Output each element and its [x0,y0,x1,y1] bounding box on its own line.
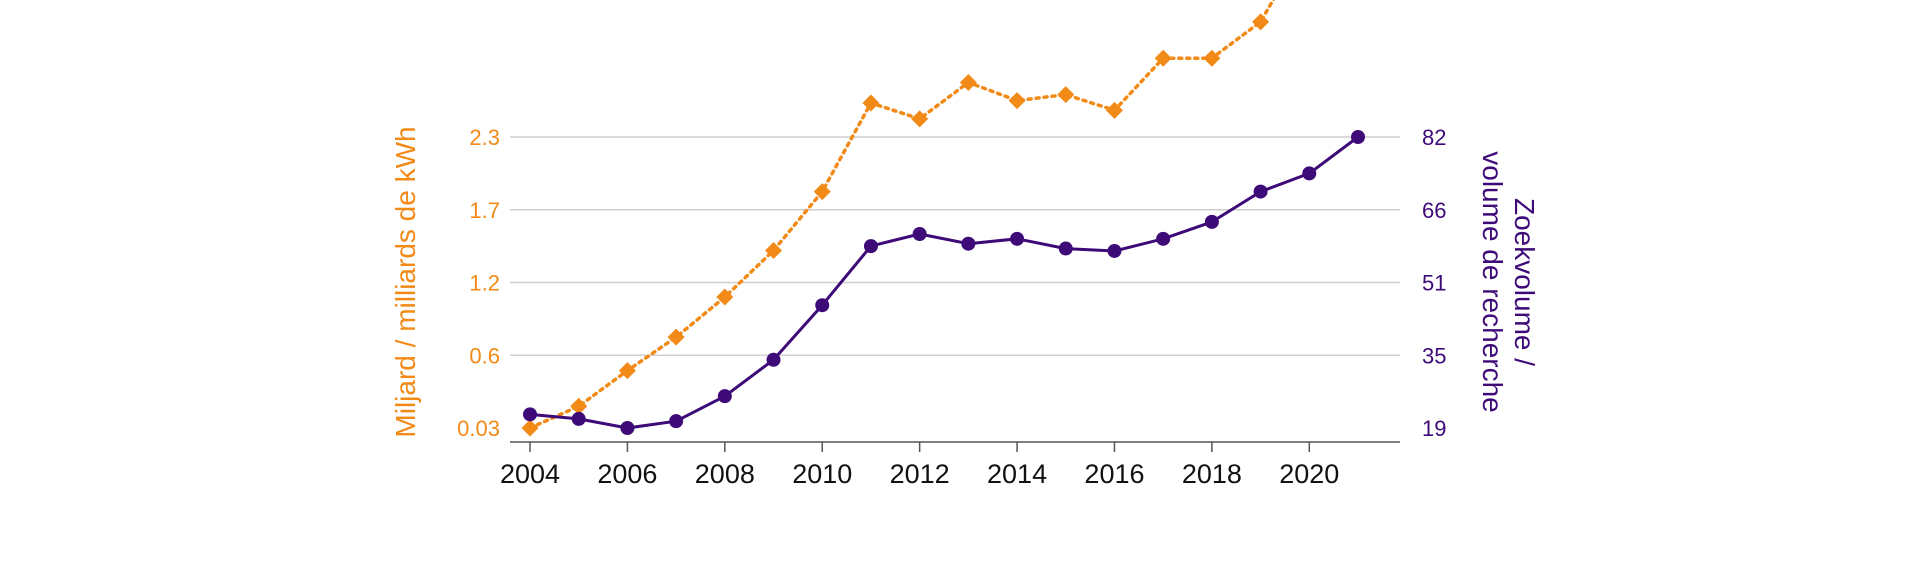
x-tick-label: 2016 [1084,459,1144,489]
right-series-point [1204,214,1219,229]
left-series-point [813,183,831,201]
y-left-tick-label: 0.6 [469,343,500,368]
y-left-tick-label: 0.03 [457,416,500,441]
right-series-point [1253,184,1268,199]
right-series-point [1010,231,1025,246]
left-series-point [1057,86,1075,104]
right-series-point [961,236,976,251]
x-tick-label: 2018 [1182,459,1242,489]
y-left-tick-label: 1.7 [469,198,500,223]
y-right-tick-label: 66 [1422,198,1446,223]
left-series-point [959,73,977,91]
y-left-tick-label: 1.2 [469,271,500,296]
right-series-point [523,407,537,422]
left-series-point [570,397,588,415]
right-series-point [1156,231,1171,246]
left-series-point [862,94,880,112]
x-tick-label: 2012 [890,459,950,489]
right-series-point [766,352,781,367]
x-tick-label: 2004 [500,459,560,489]
left-series-point [521,419,539,437]
left-series-point [1252,13,1270,31]
left-series-point [1105,101,1123,119]
right-series-point [1302,166,1317,181]
left-series-point [765,241,783,259]
y-left-tick-label: 2.3 [469,125,500,150]
y-right-axis-title-line: Zoekvolume / [1509,198,1540,366]
y-left-axis-title: Miljard / milliards de kWh [390,126,421,437]
gridlines [510,136,1400,356]
y-right-axis-title: Zoekvolume /volume de recherche [1477,151,1540,412]
left-series-point [1203,49,1221,67]
left-series-line [528,0,1276,430]
axes [510,441,1400,452]
y-right-tick-label: 82 [1422,125,1446,150]
left-series-point [667,328,685,346]
right-series-point [669,414,684,429]
right-series-point [912,227,927,241]
right-series-point [1107,243,1122,258]
right-series-point [571,411,586,426]
x-tick-label: 2020 [1279,459,1339,489]
left-series-point [911,110,929,128]
right-series-point [863,239,878,254]
left-series-point [716,288,734,306]
y-right-tick-label: 51 [1422,271,1446,296]
y-right-axis-title-line: volume de recherche [1477,151,1508,412]
series [521,0,1365,437]
y-right-tick-label: 35 [1422,343,1446,368]
right-series-point [717,389,732,404]
x-tick-label: 2006 [597,459,657,489]
right-series-point [1351,130,1365,144]
left-series-point [1154,49,1172,67]
x-tick-label: 2008 [695,459,755,489]
labels: 2004 2006 2008 2010 2012 2014 2016 2018 2020 0.03… [390,125,1540,489]
x-tick-label: 2010 [792,459,852,489]
y-right-tick-label: 19 [1422,416,1446,441]
left-series-point [618,362,636,380]
x-tick-label: 2014 [987,459,1047,489]
right-series-line [529,135,1359,430]
right-series-point [1058,241,1073,256]
right-series-point [815,298,830,313]
right-series-point [620,421,635,435]
left-series-point [1008,92,1026,110]
